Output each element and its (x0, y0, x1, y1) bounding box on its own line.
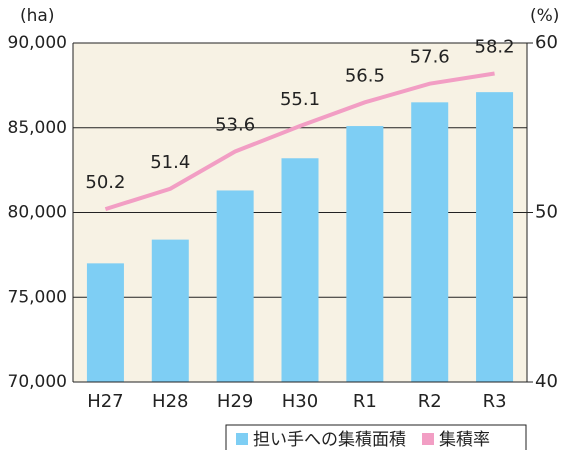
data-label: 56.5 (345, 65, 385, 86)
y-tick-label: 75,000 (8, 287, 67, 307)
x-tick-label: H27 (87, 391, 123, 412)
y-tick-label: 70,000 (8, 372, 67, 392)
legend-swatch (422, 433, 434, 445)
x-tick-label: H30 (282, 391, 318, 412)
legend-swatch (236, 433, 248, 445)
legend-box (225, 424, 527, 450)
y-tick-label: 80,000 (8, 203, 67, 223)
legend-label: 集積率 (439, 430, 490, 450)
x-tick-label: R2 (418, 391, 442, 412)
data-label: 50.2 (85, 172, 125, 193)
bar (86, 263, 124, 382)
data-label: 53.6 (215, 114, 255, 135)
line (104, 71, 495, 212)
x-tick-label: R1 (353, 391, 377, 412)
bar (476, 92, 514, 382)
y2-tick-label: 60 (535, 32, 558, 53)
legend-label: 担い手への集積面積 (253, 430, 406, 450)
data-label: 58.2 (475, 37, 515, 58)
bar (346, 126, 384, 383)
y-axis-label: (ha) (20, 6, 54, 26)
y2-axis-label: (%) (530, 6, 559, 26)
y2-tick-label: 50 (535, 202, 558, 223)
x-tick-label: H28 (152, 391, 188, 412)
bar (411, 102, 449, 382)
bar (151, 239, 189, 382)
y-tick-label: 85,000 (8, 118, 67, 138)
bar (281, 158, 319, 382)
data-label: 51.4 (150, 152, 190, 173)
data-label: 57.6 (410, 47, 450, 68)
bar (216, 190, 254, 382)
data-label: 55.1 (280, 89, 320, 110)
x-tick-label: R3 (483, 391, 507, 412)
x-tick-label: H29 (217, 391, 253, 412)
y2-tick-label: 40 (535, 371, 558, 392)
y-tick-label: 90,000 (8, 33, 67, 53)
